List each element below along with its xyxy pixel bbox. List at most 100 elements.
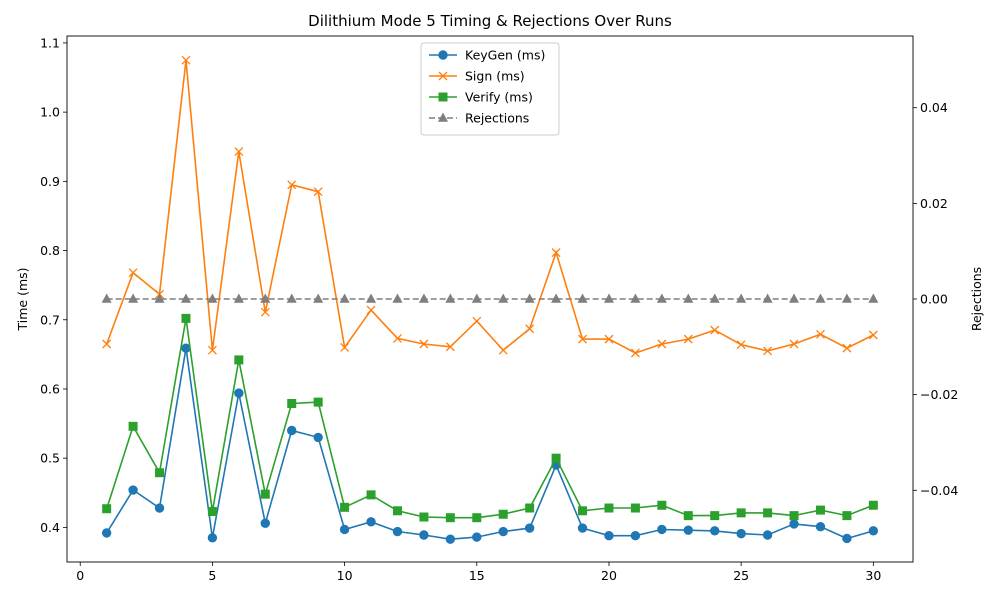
data-point [419, 512, 429, 522]
data-point [868, 293, 879, 303]
data-point [313, 187, 323, 197]
data-point [234, 147, 244, 157]
data-point [736, 528, 746, 539]
data-point [683, 293, 694, 303]
data-point [445, 293, 456, 303]
series-sign-ms [102, 55, 878, 358]
data-point [339, 524, 350, 535]
data-point [472, 316, 482, 326]
data-point [683, 511, 693, 521]
data-point [128, 268, 138, 278]
data-point [868, 500, 878, 510]
plot-frame [66, 35, 914, 563]
data-point [207, 533, 218, 543]
series-line [106, 347, 874, 541]
data-point [842, 511, 852, 521]
data-point [365, 293, 377, 303]
data-point [260, 307, 270, 317]
data-point [816, 329, 825, 339]
data-point [445, 342, 455, 352]
data-point [260, 293, 271, 303]
y-tick-label: 0.5 [40, 451, 60, 466]
data-point [393, 333, 402, 343]
data-point [340, 502, 350, 512]
data-point [445, 513, 455, 523]
legend: KeyGen (ms) Sign (ms) Verify (ms) Rejection… [420, 42, 560, 136]
data-point [339, 293, 350, 303]
data-point [551, 248, 561, 258]
data-point [498, 345, 508, 355]
data-point [709, 293, 720, 303]
x-tick-label: 20 [601, 568, 617, 583]
data-point [233, 293, 244, 303]
data-point [207, 293, 218, 303]
data-point [498, 526, 508, 537]
data-point [604, 503, 614, 513]
data-point [154, 503, 165, 513]
y-tick-label: 1.0 [40, 105, 60, 120]
data-point [710, 325, 720, 335]
x-tick-label: 0 [76, 568, 84, 583]
data-point [604, 531, 614, 541]
data-point [577, 293, 588, 303]
data-point [841, 293, 852, 303]
data-point [471, 293, 482, 303]
data-point [102, 339, 112, 349]
data-point [551, 293, 562, 303]
legend-entry: Sign (ms) [465, 69, 525, 84]
data-point [630, 348, 640, 358]
y2-tick-label: −0.04 [920, 483, 958, 498]
legend-marker [437, 112, 449, 122]
y-tick-label: 1.1 [40, 35, 60, 50]
data-point [657, 339, 667, 349]
data-point [472, 513, 482, 523]
y-tick-label: 0.6 [40, 381, 60, 396]
data-point [736, 340, 746, 350]
data-point [287, 425, 297, 436]
data-point [286, 293, 297, 303]
y-tick-label: 0.9 [40, 174, 60, 189]
data-point [366, 305, 376, 315]
y2-tick-label: −0.02 [920, 387, 958, 402]
data-point [789, 519, 799, 529]
data-point [868, 330, 878, 340]
data-point [524, 523, 535, 533]
data-point [683, 525, 693, 535]
data-point [789, 339, 799, 349]
x-tick-label: 5 [208, 568, 216, 583]
data-point [868, 526, 879, 536]
data-point [287, 399, 297, 409]
y2-tick-label: 0.02 [920, 196, 948, 211]
data-point [630, 293, 641, 303]
data-point [392, 506, 402, 516]
data-point [710, 526, 720, 536]
x-tick-label: 15 [469, 568, 485, 583]
data-point [260, 489, 270, 499]
y-axis-label: Time (ms) [15, 267, 30, 331]
data-point [419, 530, 429, 540]
legend-marker [438, 50, 448, 60]
series-verify-ms [102, 313, 878, 523]
data-point [657, 524, 667, 535]
legend-entry: Rejections [465, 111, 529, 126]
data-point [234, 355, 244, 365]
data-point [207, 506, 217, 516]
series-rejections [101, 293, 879, 303]
x-tick-label: 25 [733, 568, 749, 583]
data-point [445, 534, 456, 544]
legend-marker [438, 92, 448, 102]
data-point [128, 485, 138, 495]
data-point [736, 293, 747, 303]
data-point [710, 511, 720, 521]
legend-marker [438, 71, 448, 81]
data-point [578, 334, 587, 344]
data-point [577, 523, 588, 533]
y-tick-label: 0.4 [40, 520, 60, 535]
data-point [630, 531, 641, 541]
data-point [260, 518, 270, 528]
data-point [842, 343, 852, 353]
data-point [604, 334, 614, 344]
data-point [524, 293, 535, 303]
data-point [418, 293, 429, 303]
y-tick-label: 0.8 [40, 243, 60, 258]
